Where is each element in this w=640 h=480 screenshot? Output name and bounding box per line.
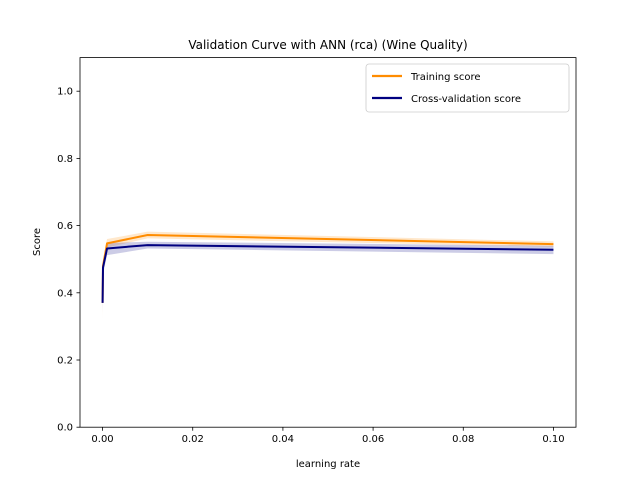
series-lines [101, 234, 554, 303]
x-axis-label: learning rate [296, 459, 360, 470]
plot-frame [79, 57, 577, 428]
legend-label-cross-validation: Cross-validation score [411, 94, 521, 105]
legend-box [365, 63, 570, 113]
series-line-cross-validation [101, 244, 554, 303]
y-tick-label: 0.0 [57, 423, 73, 434]
x-tick-label: 0.08 [452, 434, 474, 445]
x-tick-label: 0.04 [272, 434, 294, 445]
y-tick-label: 0.8 [57, 154, 73, 165]
y-axis-label: Score [32, 228, 43, 256]
y-axis-ticks: 0.0 0.2 0.4 0.6 0.8 1.0 [57, 87, 80, 434]
legend-label-training: Training score [410, 72, 481, 83]
x-axis-ticks: 0.00 0.02 0.04 0.06 0.08 0.10 [91, 427, 565, 445]
y-tick-label: 0.6 [57, 221, 73, 232]
x-tick-label: 0.00 [91, 434, 113, 445]
legend: Training score Cross-validation score [365, 63, 570, 113]
y-tick-label: 0.2 [57, 356, 73, 367]
x-tick-label: 0.10 [542, 434, 564, 445]
x-tick-label: 0.02 [182, 434, 204, 445]
band-training [102, 231, 554, 320]
chart-title: Validation Curve with ANN (rca) (Wine Qu… [188, 38, 467, 52]
x-tick-label: 0.06 [362, 434, 384, 445]
y-tick-label: 1.0 [57, 87, 73, 98]
y-tick-label: 0.4 [57, 288, 73, 299]
